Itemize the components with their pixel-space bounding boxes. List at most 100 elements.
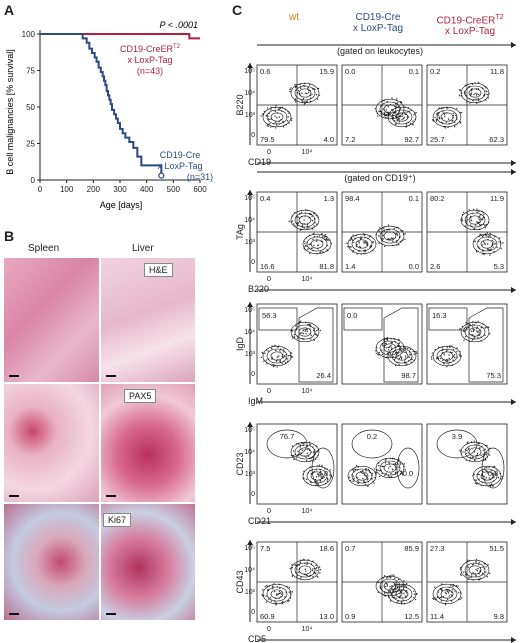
flow-event-dot — [399, 349, 402, 351]
quadrant-value-ll: 11.4 — [430, 612, 444, 621]
flow-event-dot — [265, 114, 268, 117]
flow-event-dot — [378, 475, 381, 478]
flow-event-dot — [399, 463, 402, 465]
flow-event-dot — [467, 448, 470, 450]
flow-event-dot — [435, 358, 438, 360]
density-contour — [391, 109, 413, 125]
flow-event-dot — [374, 107, 377, 110]
flow-event-dot — [479, 100, 481, 103]
flow-event-dot — [401, 584, 404, 586]
flow-event-dot — [461, 220, 464, 222]
flow-event-dot — [464, 574, 467, 576]
series-line-cd19-creert2 — [40, 33, 200, 40]
flow-event-dot — [389, 590, 391, 593]
gate-ellipse — [481, 447, 505, 489]
column-header-cd19creert2: CD19-CreERT2 x LoxP-Tag — [420, 12, 520, 37]
flow-event-dot — [453, 355, 455, 358]
y-tick-label: 10³ — [245, 589, 256, 596]
flow-event-dot — [400, 602, 403, 604]
flow-event-dot — [478, 332, 481, 334]
flow-event-dot — [432, 597, 434, 599]
flow-event-dot — [387, 106, 390, 108]
flow-event-dot — [378, 464, 380, 467]
flow-event-dot — [306, 459, 308, 462]
flow-event-dot — [386, 352, 389, 355]
flow-event-dot — [454, 357, 456, 359]
flow-event-dot — [482, 244, 484, 246]
flow-event-dot — [375, 352, 377, 355]
flow-event-dot — [386, 113, 388, 116]
gate-label-leukocytes: (gated on leukocytes) — [337, 46, 423, 56]
flow-event-dot — [486, 575, 488, 578]
density-contour — [266, 586, 288, 602]
flow-event-dot — [435, 113, 438, 115]
flow-event-dot — [312, 576, 314, 578]
quadrant-value-lr: 92.7 — [404, 135, 419, 144]
flow-event-dot — [291, 591, 294, 593]
flow-event-dot — [466, 449, 468, 452]
flow-event-dot — [476, 93, 478, 95]
flow-event-dot — [320, 477, 322, 479]
flow-event-dot — [301, 92, 303, 94]
flow-event-dot — [416, 352, 418, 355]
x-tick-label: 0 — [267, 149, 271, 156]
flow-event-dot — [323, 468, 326, 470]
flow-event-dot — [470, 89, 473, 92]
flow-event-dot — [470, 93, 472, 95]
flow-event-dot — [301, 442, 304, 445]
flow-event-dot — [462, 211, 465, 214]
flow-event-dot — [278, 590, 281, 593]
flow-event-dot — [452, 112, 455, 115]
flow-event-dot — [359, 245, 361, 248]
flow-event-dot — [400, 356, 402, 359]
flow-event-dot — [384, 474, 386, 477]
flow-event-dot — [384, 115, 386, 117]
gate-value: 98.7 — [401, 371, 416, 380]
flow-event-dot — [316, 566, 318, 569]
flow-event-dot — [437, 356, 440, 358]
x-tick-label: 0 — [267, 508, 271, 515]
flow-event-dot — [385, 472, 387, 475]
flow-event-dot — [260, 356, 263, 359]
flow-event-dot — [482, 449, 484, 452]
flow-event-dot — [430, 358, 433, 360]
flow-event-dot — [396, 102, 399, 104]
flow-event-dot — [400, 595, 402, 597]
flow-event-dot — [353, 241, 355, 244]
density-contour — [432, 345, 462, 367]
y-axis-label-tag: TAg — [235, 224, 245, 240]
flow-event-dot — [409, 348, 412, 351]
flow-event-dot — [413, 596, 415, 599]
flow-event-dot — [279, 107, 282, 109]
flow-event-dot — [383, 245, 386, 248]
scale-bar — [106, 375, 116, 377]
flow-event-dot — [459, 449, 461, 451]
flow-event-dot — [479, 223, 481, 226]
flow-event-dot — [291, 220, 294, 222]
flow-event-dot — [389, 355, 391, 358]
quadrant-value-ur: 11.9 — [490, 194, 504, 203]
flow-event-dot — [484, 334, 486, 337]
flow-event-dot — [365, 476, 368, 478]
flow-event-dot — [299, 321, 301, 323]
flow-event-dot — [302, 332, 305, 335]
flow-event-dot — [314, 88, 316, 91]
x-tick-label: 100 — [60, 185, 74, 194]
flow-event-dot — [478, 561, 480, 564]
flow-event-dot — [311, 247, 313, 249]
flow-event-dot — [484, 448, 487, 450]
flow-event-dot — [477, 320, 479, 322]
flow-event-dot — [391, 97, 393, 99]
density-contour — [460, 82, 490, 104]
flow-event-dot — [407, 348, 409, 350]
flow-event-dot — [389, 465, 391, 468]
flow-event-dot — [404, 111, 406, 114]
flow-event-dot — [264, 585, 266, 588]
flow-event-dot — [459, 598, 462, 600]
flow-event-dot — [474, 459, 476, 461]
flow-event-dot — [396, 241, 398, 244]
flow-event-dot — [396, 233, 398, 235]
flow-event-dot — [404, 469, 406, 471]
flow-event-dot — [282, 120, 284, 123]
flow-event-dot — [489, 232, 491, 235]
